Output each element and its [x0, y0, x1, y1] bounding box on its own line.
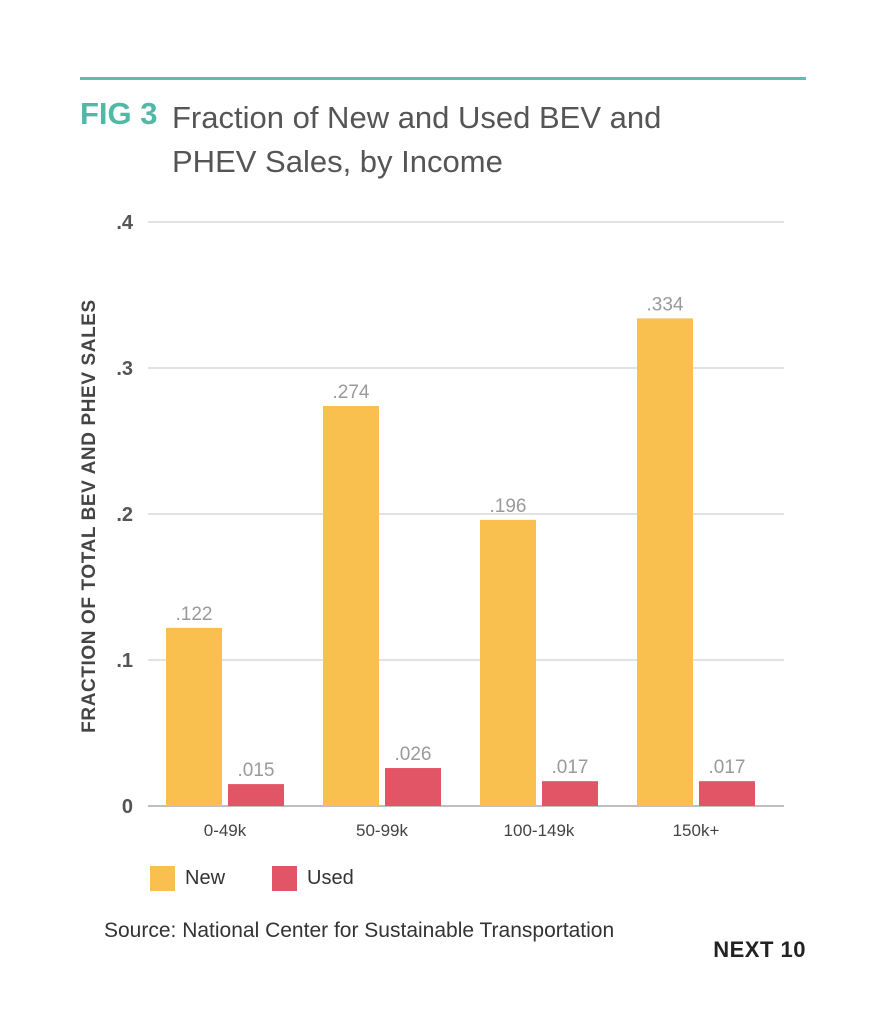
y-tick-label: .2 [116, 504, 133, 526]
bar-used [228, 784, 284, 806]
chart-title-line-1: Fraction of New and Used BEV and [172, 100, 662, 135]
data-label: .017 [709, 757, 746, 778]
x-tick-label: 50-99k [356, 821, 408, 840]
bar-used [385, 768, 441, 806]
data-label: .274 [333, 382, 370, 403]
source-note: Source: National Center for Sustainable … [104, 919, 615, 942]
data-label: .122 [176, 604, 213, 625]
legend-item-new: New [150, 866, 225, 891]
brand-logo: NEXT 10 [713, 937, 806, 962]
chart-title-line-2: PHEV Sales, by Income [172, 144, 503, 179]
bar-new [323, 405, 379, 806]
data-label: .015 [238, 760, 275, 781]
data-label: .017 [552, 757, 589, 778]
top-divider [80, 77, 806, 80]
bar-used [699, 781, 755, 806]
bar-used [542, 781, 598, 806]
y-tick-label: 0 [122, 796, 133, 818]
chart-title: Fraction of New and Used BEV and PHEV Sa… [172, 96, 772, 184]
bar-new [480, 519, 536, 806]
figure-number: FIG 3 [80, 96, 158, 131]
y-tick-label: .3 [116, 358, 133, 380]
x-tick-label: 100-149k [504, 821, 575, 840]
legend-swatch-new [150, 866, 175, 891]
data-label: .026 [395, 744, 432, 765]
legend-item-used: Used [272, 866, 354, 891]
legend-label-used: Used [307, 867, 354, 889]
y-axis-label: FRACTION OF TOTAL BEV AND PHEV SALES [79, 299, 100, 733]
legend-swatch-used [272, 866, 297, 891]
y-tick-label: .4 [116, 212, 134, 234]
legend-label-new: New [185, 867, 226, 889]
data-label: .196 [490, 496, 527, 517]
x-tick-label: 0-49k [204, 821, 247, 840]
bar-new [166, 627, 222, 806]
data-label: .334 [647, 294, 684, 315]
bar-new [637, 318, 693, 806]
y-tick-label: .1 [116, 650, 133, 672]
x-tick-label: 150k+ [673, 821, 720, 840]
